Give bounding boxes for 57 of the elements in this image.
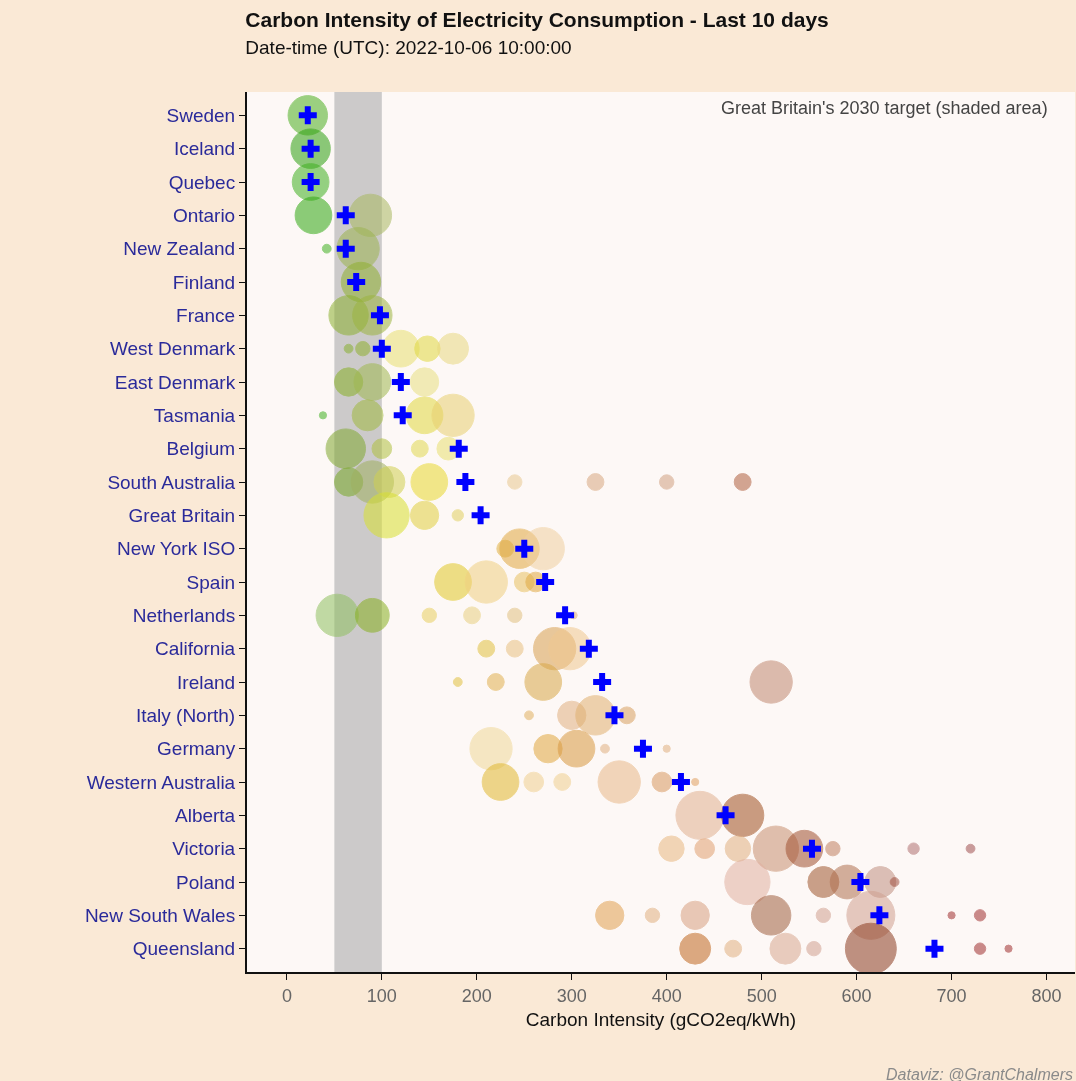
y-tick-label: Spain — [186, 571, 236, 593]
y-tick-label: West Denmark — [109, 338, 236, 360]
x-tick-label: 200 — [461, 985, 492, 1006]
y-tick-label: Netherlands — [132, 604, 236, 626]
y-tick-label: Ireland — [177, 671, 236, 693]
point — [393, 406, 412, 425]
y-tick-label: Poland — [176, 871, 236, 893]
y-tick-label: New York ISO — [116, 538, 236, 560]
point — [556, 606, 575, 625]
x-axis-title: Carbon Intensity (gCO2eq/kWh) — [525, 1008, 797, 1030]
y-tick-label: Quebec — [168, 171, 236, 193]
point — [925, 939, 944, 958]
y-tick-label: Sweden — [166, 104, 236, 126]
point — [579, 639, 598, 658]
y-tick-label: Queensland — [132, 938, 236, 960]
x-tick-label: 300 — [556, 985, 587, 1006]
point — [391, 373, 410, 391]
y-tick-label: East Denmark — [114, 371, 236, 393]
point — [456, 473, 475, 491]
x-tick-label: 700 — [936, 985, 967, 1006]
y-tick-label: Germany — [157, 738, 236, 760]
point — [633, 739, 652, 758]
x-tick-label: 0 — [281, 985, 292, 1006]
chart-title: Carbon Intensity of Electricity Consumption - Last 10 days — [245, 8, 829, 32]
y-tick-label: Italy (North) — [135, 704, 236, 726]
point — [671, 773, 690, 791]
y-tick-label: Iceland — [173, 138, 236, 160]
x-tick-label: 500 — [746, 985, 777, 1006]
y-tick-label: Victoria — [172, 838, 236, 860]
annotation: Great Britain's 2030 target (shaded area) — [721, 98, 1048, 118]
y-tick-label: California — [154, 638, 236, 660]
point — [336, 206, 355, 225]
point — [605, 706, 624, 725]
point — [471, 506, 490, 525]
point — [536, 573, 555, 591]
point — [851, 873, 870, 891]
y-tick-label: France — [176, 304, 236, 326]
y-tick-label: Western Australia — [86, 771, 236, 793]
point — [336, 239, 355, 258]
y-tick-label: Finland — [172, 271, 236, 293]
point — [593, 673, 612, 691]
point — [449, 439, 468, 458]
x-tick-label: 100 — [366, 985, 397, 1006]
x-tick-label: 800 — [1031, 985, 1062, 1006]
y-tick-label: South Australia — [107, 471, 236, 493]
y-tick-label: Alberta — [175, 804, 236, 826]
y-tick-label: Ontario — [172, 204, 236, 226]
y-tick-label: New Zealand — [123, 238, 236, 260]
y-tick-label: Tasmania — [153, 404, 236, 426]
y-tick-label: Great Britain — [128, 504, 236, 526]
x-tick-label: 600 — [841, 985, 872, 1006]
y-tick-label: Belgium — [166, 438, 236, 460]
x-tick-label: 400 — [651, 985, 682, 1006]
point — [716, 806, 735, 825]
y-tick-label: New South Wales — [84, 904, 236, 926]
chart-subtitle: Date-time (UTC): 2022-10-06 10:00:00 — [245, 37, 572, 59]
point — [372, 339, 391, 358]
